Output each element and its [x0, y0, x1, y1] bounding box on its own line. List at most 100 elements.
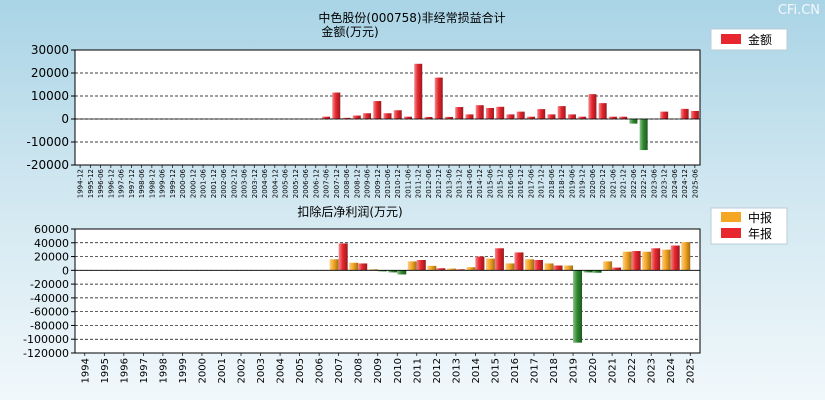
x-tick-label: 2015-06	[486, 168, 494, 198]
x-tick-label: 2001-06	[200, 168, 208, 198]
x-tick-label: 2011	[412, 358, 423, 383]
x-tick-label: 2024-12	[681, 169, 689, 198]
bar-2016-06	[506, 114, 515, 119]
x-tick-label: 1998-12	[148, 169, 156, 198]
bar-2013-12	[455, 107, 464, 119]
y-tick-label: 40000	[34, 237, 69, 250]
bar-annual-2012	[436, 268, 446, 271]
chart-2-y-axis: 6000040000200000-20000-40000-60000-80000…	[23, 223, 75, 360]
x-tick-label: 2022-12	[640, 169, 648, 198]
bar-interim-2007	[329, 259, 339, 271]
x-tick-label: 2008-06	[343, 168, 351, 198]
bar-annual-2014	[475, 256, 485, 271]
x-tick-label: 2008-12	[353, 169, 361, 198]
x-tick-label: 1999-06	[159, 168, 167, 198]
x-tick-label: 2020-12	[599, 169, 607, 198]
x-tick-label: 2012	[432, 358, 443, 383]
x-tick-label: 2016-06	[507, 168, 515, 198]
x-tick-label: 2006-06	[302, 168, 310, 198]
bar-2008-06	[342, 117, 351, 119]
x-tick-label: 2023	[647, 358, 658, 383]
chart-1-subtitle: 金额(万元)	[321, 24, 378, 39]
y-tick-label: -20000	[30, 278, 69, 291]
bar-2017-12	[537, 109, 546, 119]
bar-annual-2017	[533, 260, 543, 271]
bar-annual-2022	[631, 251, 641, 271]
bar-2016-12	[516, 111, 525, 119]
bar-2015-06	[485, 107, 494, 119]
chart-1-legend: 金额	[710, 28, 788, 51]
x-tick-label: 1995-12	[87, 169, 95, 198]
x-tick-label: 2002-12	[230, 169, 238, 198]
legend-label-annual: 年报	[748, 226, 772, 241]
x-tick-label: 2019-06	[568, 168, 576, 198]
x-tick-label: 2024-06	[671, 168, 679, 198]
bar-2019-06	[567, 114, 576, 119]
x-tick-label: 2011-06	[404, 168, 412, 198]
x-tick-label: 1998	[158, 358, 169, 383]
bar-2018-06	[547, 114, 556, 119]
x-tick-label: 2009-12	[374, 169, 382, 198]
bar-interim-2012	[427, 265, 437, 271]
chart-1-title: 中色股份(000758)非经常损益合计	[318, 10, 505, 25]
bar-annual-2016	[514, 252, 524, 271]
bar-2014-06	[465, 114, 474, 119]
bar-2010-06	[383, 113, 392, 119]
y-tick-label: -10000	[26, 135, 69, 149]
x-tick-label: 1997-06	[118, 168, 126, 198]
x-tick-label: 2011-12	[415, 169, 423, 198]
legend-label-amount: 金额	[748, 32, 772, 47]
x-tick-label: 2022	[627, 358, 638, 383]
x-tick-label: 2025-06	[691, 168, 699, 198]
x-tick-label: 1999-12	[169, 169, 177, 198]
bar-annual-2020	[592, 270, 602, 273]
x-tick-label: 2024	[666, 358, 677, 383]
x-tick-label: 2003-06	[241, 168, 249, 198]
y-tick-label: -60000	[30, 306, 69, 319]
x-tick-label: 2004	[276, 358, 287, 383]
bar-interim-2024	[661, 249, 671, 271]
bar-2017-06	[526, 116, 535, 119]
x-tick-label: 2002-06	[220, 168, 228, 198]
x-tick-label: 2010-06	[384, 168, 392, 198]
bar-2011-12	[414, 63, 423, 119]
x-tick-label: 2007-06	[323, 168, 331, 198]
x-tick-label: 2012-12	[435, 169, 443, 198]
x-tick-label: 2014-12	[476, 169, 484, 198]
x-tick-label: 2016	[510, 358, 521, 383]
bar-interim-2022	[622, 251, 632, 271]
bar-annual-2011	[416, 260, 426, 271]
x-tick-label: 1996-06	[97, 168, 105, 198]
y-tick-label: 0	[62, 264, 69, 277]
x-tick-label: 2021-06	[609, 168, 617, 198]
bar-interim-2011	[407, 261, 417, 271]
bar-interim-2021	[603, 261, 613, 271]
x-tick-label: 2017	[529, 358, 540, 383]
bar-2014-12	[475, 105, 484, 119]
bar-2024-12	[680, 108, 689, 119]
x-tick-label: 2006	[315, 358, 326, 383]
x-tick-label: 2018-06	[548, 168, 556, 198]
bar-annual-2023	[651, 248, 661, 271]
bar-interim-2017	[524, 259, 534, 271]
x-tick-label: 2014-06	[466, 168, 474, 198]
x-tick-label: 2005	[295, 358, 306, 383]
y-tick-label: 20000	[31, 66, 69, 80]
x-tick-label: 1996-12	[107, 169, 115, 198]
x-tick-label: 1994-12	[77, 169, 85, 198]
bar-interim-2013	[446, 268, 456, 271]
x-tick-label: 2004-06	[261, 168, 269, 198]
bar-interim-2025	[681, 242, 691, 271]
x-tick-label: 2004-12	[271, 169, 279, 198]
x-tick-label: 2021-12	[620, 169, 628, 198]
bar-annual-2008	[358, 263, 368, 271]
bar-2023-12	[660, 111, 669, 119]
bar-2018-12	[557, 106, 566, 119]
chart-2-title: 扣除后净利润(万元)	[297, 204, 402, 219]
x-tick-label: 2018-12	[558, 169, 566, 198]
y-tick-label: 20000	[34, 251, 69, 264]
bar-annual-2024	[670, 245, 680, 271]
x-tick-label: 2023-12	[661, 169, 669, 198]
x-tick-label: 2008	[354, 358, 365, 383]
